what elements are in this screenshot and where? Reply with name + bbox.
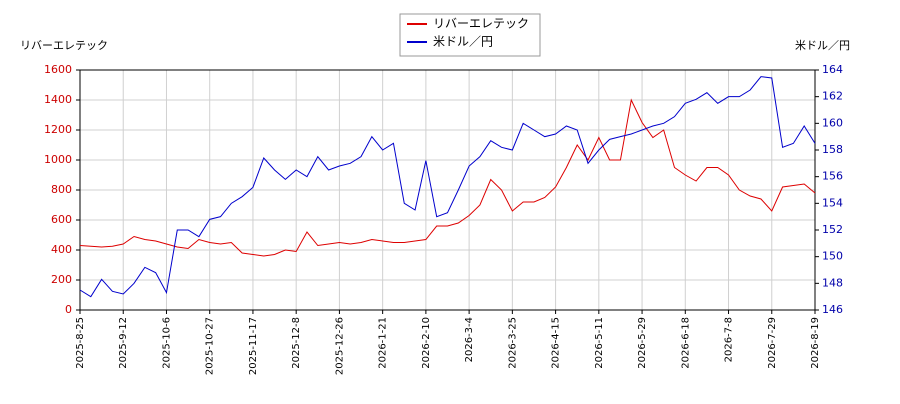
x-tick-label: 2026-7-29 xyxy=(767,317,778,369)
line-series xyxy=(79,98,816,257)
x-tick-label: 2026-8-19 xyxy=(810,317,821,369)
x-tick-label: 2025-9-12 xyxy=(118,317,129,369)
x-tick-label: 2026-3-4 xyxy=(464,317,475,362)
y-tick-label: 1400 xyxy=(44,93,72,106)
y2-tick-label: 150 xyxy=(822,250,843,263)
x-tick-label: 2026-5-29 xyxy=(637,317,648,369)
legend-label: リバーエレテック xyxy=(433,17,529,31)
y-tick-label: 1600 xyxy=(44,63,72,76)
y2-tick-label: 156 xyxy=(822,170,843,183)
y2-tick-label: 152 xyxy=(822,223,843,236)
x-tick-label: 2025-8-25 xyxy=(75,317,86,369)
y2-tick-label: 154 xyxy=(822,196,843,209)
x-tick-label: 2026-2-10 xyxy=(421,317,432,369)
y-tick-label: 400 xyxy=(51,243,72,256)
x-tick-label: 2026-6-18 xyxy=(680,317,691,369)
y-tick-label: 1200 xyxy=(44,123,72,136)
x-tick-label: 2025-10-6 xyxy=(161,317,172,369)
y2-tick-label: 164 xyxy=(822,63,843,76)
y2-tick-label: 162 xyxy=(822,90,843,103)
y-tick-label: 0 xyxy=(65,303,72,316)
y2-tick-label: 146 xyxy=(822,303,843,316)
x-tick-label: 2025-10-27 xyxy=(205,317,216,375)
x-tick-label: 2026-1-21 xyxy=(378,317,389,369)
x-tick-label: 2026-4-15 xyxy=(551,317,562,369)
x-tick-label: 2026-7-8 xyxy=(724,317,735,362)
x-tick-label: 2025-11-17 xyxy=(248,317,259,375)
legend-label: 米ドル／円 xyxy=(433,35,493,49)
y2-axis-label: 米ドル／円 xyxy=(795,39,850,52)
x-tick-label: 2026-3-25 xyxy=(507,317,518,369)
plot-frame xyxy=(79,69,816,311)
y-tick-label: 800 xyxy=(51,183,72,196)
y-tick-label: 200 xyxy=(51,273,72,286)
y2-tick-label: 158 xyxy=(822,143,843,156)
y-tick-label: 600 xyxy=(51,213,72,226)
line-series xyxy=(79,76,816,298)
x-tick-label: 2026-5-11 xyxy=(594,317,605,369)
y2-tick-label: 160 xyxy=(822,116,843,129)
x-tick-label: 2025-12-26 xyxy=(334,317,345,375)
legend-box xyxy=(399,13,541,57)
y2-tick-label: 148 xyxy=(822,276,843,289)
x-tick-label: 2025-12-8 xyxy=(291,317,302,369)
y-tick-label: 1000 xyxy=(44,153,72,166)
y-axis-label: リバーエレテック xyxy=(20,39,108,52)
